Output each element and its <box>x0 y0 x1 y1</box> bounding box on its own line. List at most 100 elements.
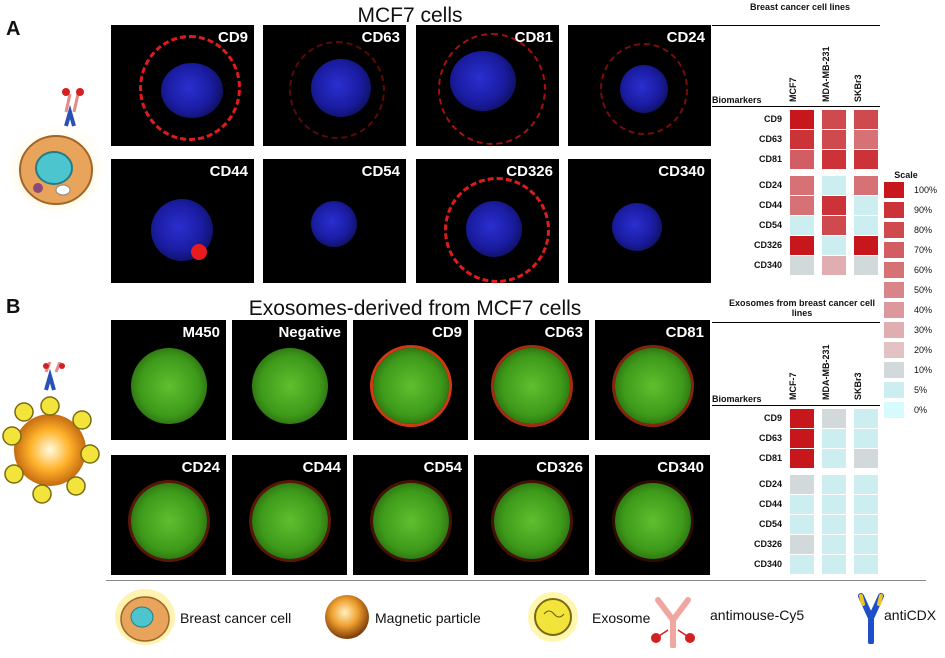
heatmap-cell <box>822 256 846 275</box>
scale-label: 10% <box>914 365 933 375</box>
panel-a-letter: A <box>6 18 21 40</box>
legend-exosome: Exosome <box>592 610 651 626</box>
heatmap-cell <box>790 236 814 255</box>
heatmap-row-label: CD44 <box>758 200 782 210</box>
scale-label: 100% <box>914 185 938 195</box>
panel-b-title: Exosomes-derived from MCF7 cells <box>248 297 582 320</box>
heatmap-cell <box>822 429 846 448</box>
heatmap-cell <box>790 216 814 235</box>
tile-label: CD9 <box>431 324 462 341</box>
heatmap-row-label: CD81 <box>758 453 782 463</box>
magnetic-particle-icon <box>325 595 369 639</box>
heatmap-cell <box>854 495 878 514</box>
panel-a-title: MCF7 cells <box>357 4 463 27</box>
heatmap-cell <box>822 495 846 514</box>
heatmap-cell <box>822 216 846 235</box>
heatmap-cell <box>822 130 846 149</box>
scale-label: 70% <box>914 245 933 255</box>
heatmap-cell <box>854 130 878 149</box>
scale-swatch <box>884 242 904 258</box>
tile-a-cd326: CD326 <box>416 159 559 283</box>
heatmap-row-label: CD44 <box>758 499 782 509</box>
tile-b-cd340: CD340 <box>595 455 710 575</box>
heatmap-cell <box>822 236 846 255</box>
heatmap-b-col-label: MCF-7 <box>788 372 798 401</box>
heatmap-cell <box>854 475 878 494</box>
heatmap-row-label: CD340 <box>753 559 782 569</box>
tile-a-cd340: CD340 <box>568 159 711 283</box>
tile-label: CD44 <box>209 163 248 180</box>
heatmap-cell <box>790 130 814 149</box>
tile-label: CD44 <box>302 459 341 476</box>
heatmap-cell <box>854 429 878 448</box>
heatmap-cell <box>822 176 846 195</box>
heatmap-cell <box>790 535 814 554</box>
heatmap-row-label: CD24 <box>758 479 782 489</box>
heatmap-cell <box>822 110 846 129</box>
scale-label: 50% <box>914 285 933 295</box>
tile-a-cd24: CD24 <box>568 25 711 146</box>
tile-b-negative: Negative <box>232 320 347 440</box>
tile-a-cd9: CD9 <box>111 25 254 146</box>
tile-b-cd24: CD24 <box>111 455 226 575</box>
heatmap-row-label: CD340 <box>753 260 782 270</box>
tile-label: CD54 <box>361 163 400 180</box>
heatmap-cell <box>790 196 814 215</box>
heatmap-cell <box>790 409 814 428</box>
heatmap-cell <box>854 176 878 195</box>
scale-label: 40% <box>914 305 933 315</box>
tile-label: CD63 <box>544 324 583 341</box>
scale-label: 60% <box>914 265 933 275</box>
heatmap-row-label: CD326 <box>753 240 782 250</box>
breast-cancer-cell-icon <box>115 589 175 645</box>
heatmap-a: CD9 CD63 CD81 CD24 CD44 CD54 CD326 CD340 <box>712 106 880 286</box>
heatmap-row-label: CD63 <box>758 134 782 144</box>
heatmap-cell <box>854 555 878 574</box>
magnetic-particle-exosome-cartoon <box>2 362 100 504</box>
legend-antimouse-cy5: antimouse-Cy5 <box>710 607 805 623</box>
tile-a-cd63: CD63 <box>263 25 406 146</box>
anticdx-icon <box>858 593 884 644</box>
breast-cancer-cell-cartoon <box>8 88 104 212</box>
tile-label: CD326 <box>506 163 553 180</box>
heatmap-b: CD9 CD63 CD81 CD24 CD44 CD54 CD326 CD340 <box>712 405 880 575</box>
heatmap-cell <box>822 196 846 215</box>
scale-label: 5% <box>914 385 928 395</box>
heatmap-b-title: Exosomes from breast cancer cell lines <box>728 298 876 318</box>
heatmap-b-col-label: SKBr3 <box>853 372 863 400</box>
heatmap-cell <box>854 409 878 428</box>
scale-swatch <box>884 282 904 298</box>
scale-swatch <box>884 222 904 238</box>
heatmap-row-label: CD326 <box>753 539 782 549</box>
heatmap-cell <box>822 449 846 468</box>
tile-a-cd81: CD81 <box>416 25 559 146</box>
heatmap-a-col-label: SKBr3 <box>853 74 863 102</box>
heatmap-a-title: Breast cancer cell lines <box>749 2 851 12</box>
heatmap-cell <box>854 236 878 255</box>
heatmap-cell <box>822 409 846 428</box>
tile-b-cd326: CD326 <box>474 455 589 575</box>
antimouse-cy5-icon <box>651 597 695 648</box>
heatmap-cell <box>822 555 846 574</box>
heatmap-row-label: CD54 <box>758 519 782 529</box>
heatmap-row-label: CD24 <box>758 180 782 190</box>
scale-swatch <box>884 342 904 358</box>
heatmap-cell <box>854 216 878 235</box>
scale-label: 20% <box>914 345 933 355</box>
tile-label: M450 <box>182 324 220 341</box>
heatmap-cell <box>854 110 878 129</box>
heatmap-cell <box>790 110 814 129</box>
heatmap-b-col-label: MDA-MB-231 <box>821 344 831 400</box>
tile-label: CD81 <box>665 324 704 341</box>
heatmap-row-label: CD54 <box>758 220 782 230</box>
heatmap-cell <box>822 150 846 169</box>
heatmap-cell <box>854 150 878 169</box>
heatmap-row-label: CD63 <box>758 433 782 443</box>
heatmap-cell <box>790 176 814 195</box>
scale-swatch <box>884 382 904 398</box>
heatmap-a-biomarkers-header: Biomarkers <box>712 95 762 105</box>
tile-label: CD63 <box>361 29 400 46</box>
scale-swatch <box>884 202 904 218</box>
legend-anticdx: antiCDX <box>884 607 937 623</box>
tile-label: CD340 <box>658 163 705 180</box>
